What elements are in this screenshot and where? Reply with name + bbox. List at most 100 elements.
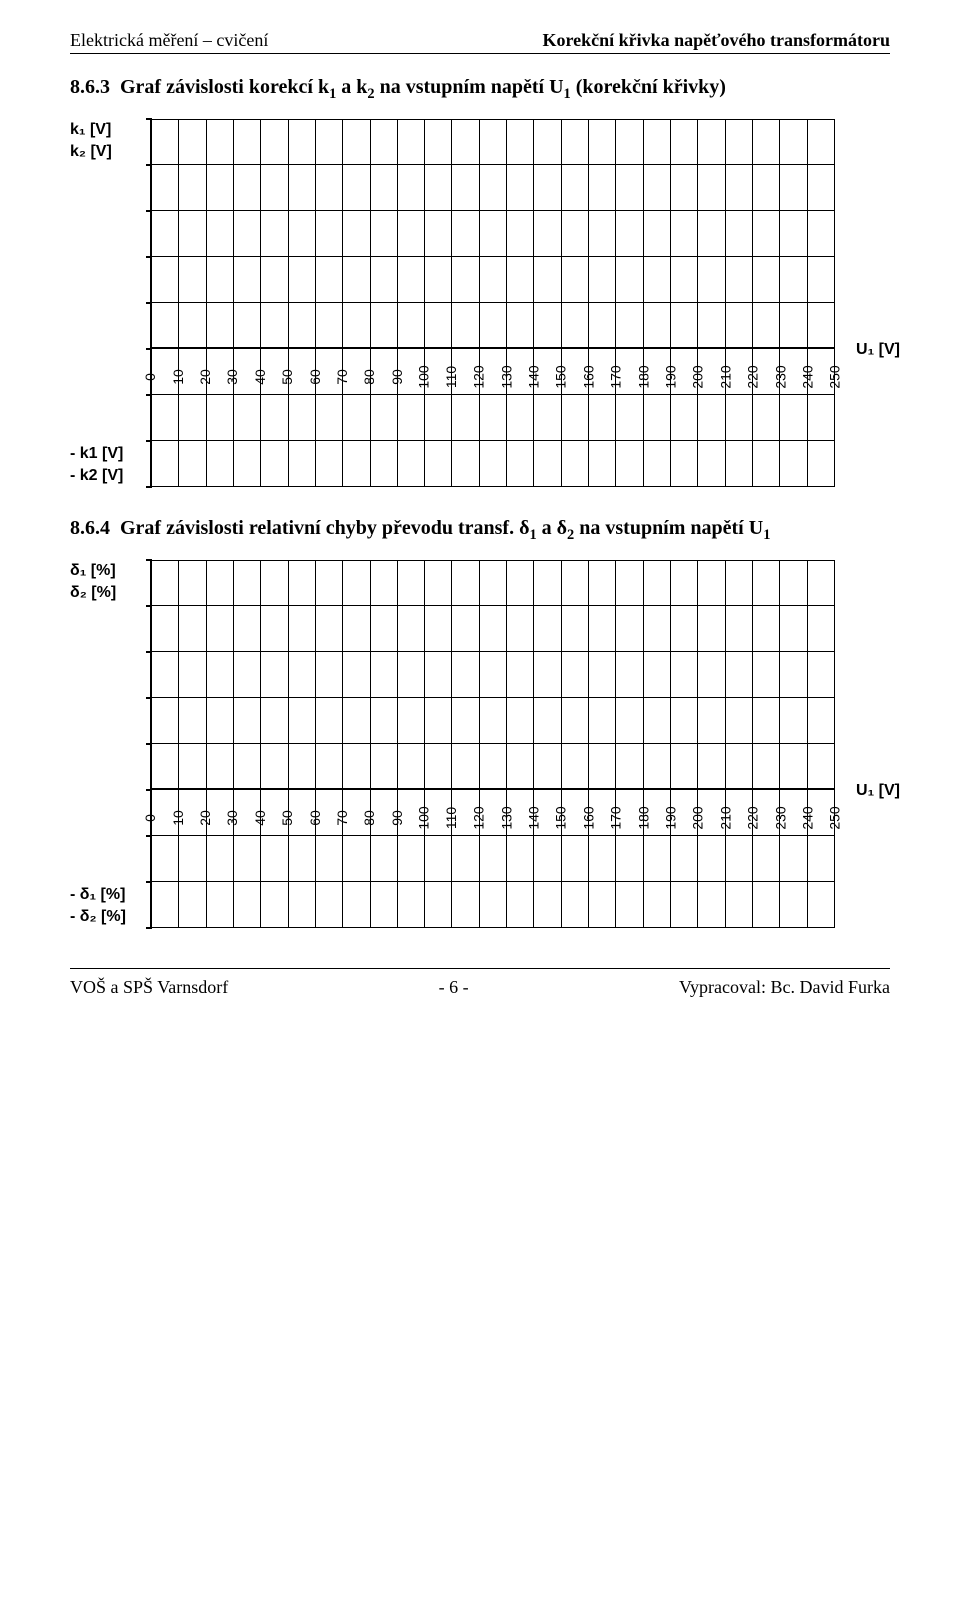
- t: Graf závislosti korekcí k: [120, 76, 329, 98]
- grid-col: [589, 560, 616, 928]
- x-tick-text: 170: [608, 365, 624, 388]
- grid-col: [452, 119, 479, 487]
- x-tick-text: 110: [443, 807, 459, 829]
- grid-col: [698, 560, 725, 928]
- x-tick-label: 20: [192, 349, 218, 365]
- x-tick-text: 30: [224, 369, 240, 385]
- y-tick: [146, 559, 152, 561]
- grid-col: [780, 560, 807, 928]
- x-tick-label: 50: [274, 790, 300, 806]
- x-tick-label: 140: [521, 790, 547, 806]
- x-tick-text: 120: [471, 365, 487, 388]
- t: a k: [336, 76, 367, 98]
- y-tick: [146, 118, 152, 120]
- t: 2: [367, 86, 374, 102]
- x-tick-text: 150: [553, 365, 569, 388]
- chart2-xticks: 0102030405060708090100110120130140150160…: [150, 790, 835, 862]
- footer-left: VOŠ a SPŠ Varnsdorf: [70, 977, 228, 998]
- x-tick-label: 240: [795, 349, 821, 365]
- x-tick-label: 140: [521, 349, 547, 365]
- x-tick-text: 100: [416, 365, 432, 388]
- grid-col: [207, 560, 234, 928]
- x-tick-label: 30: [219, 349, 245, 365]
- t: na vstupním napětí U: [375, 76, 564, 98]
- x-tick-label: 110: [438, 790, 464, 806]
- grid-col: [534, 119, 561, 487]
- grid-col: [179, 560, 206, 928]
- x-tick-text: 180: [635, 806, 651, 829]
- chart2-x-label: U₁ [V]: [856, 782, 900, 800]
- x-tick-label: 10: [164, 790, 190, 806]
- grid-col: [671, 560, 698, 928]
- label-text: U₁ [V]: [856, 782, 900, 799]
- grid-col: [234, 560, 261, 928]
- footer-center: - 6 -: [439, 977, 469, 998]
- grid-col: [371, 119, 398, 487]
- x-tick-text: 70: [334, 369, 350, 385]
- y-tick: [146, 302, 152, 304]
- x-tick-text: 40: [252, 810, 268, 826]
- chart-864: δ₁ [%] δ₂ [%] 01020304050607080901001101…: [70, 560, 890, 928]
- chart1-y-bottom-label: - k1 [V] - k2 [V]: [70, 443, 123, 486]
- grid-col: [698, 119, 725, 487]
- y-tick: [146, 605, 152, 607]
- x-tick-text: 150: [553, 806, 569, 829]
- x-tick-text: 160: [580, 806, 596, 829]
- x-tick-text: 200: [690, 365, 706, 388]
- x-tick-text: 60: [306, 810, 322, 826]
- x-tick-label: 190: [658, 790, 684, 806]
- x-tick-label: 90: [384, 349, 410, 365]
- x-tick-text: 50: [279, 810, 295, 826]
- x-tick-text: 160: [580, 365, 596, 388]
- grid-col: [616, 560, 643, 928]
- x-tick-text: 210: [717, 806, 733, 829]
- grid-cols: [152, 560, 835, 928]
- header-rule: [70, 53, 890, 54]
- x-tick-label: 10: [164, 349, 190, 365]
- x-tick-text: 190: [663, 806, 679, 829]
- x-tick-text: 110: [443, 366, 459, 388]
- grid-col: [289, 119, 316, 487]
- x-tick-text: 240: [800, 365, 816, 388]
- y-tick: [146, 743, 152, 745]
- chart2-y-bottom-label: - δ₁ [%] - δ₂ [%]: [70, 884, 126, 927]
- x-tick-label: 80: [356, 349, 382, 365]
- x-tick-text: 230: [772, 365, 788, 388]
- x-tick-label: 30: [219, 790, 245, 806]
- x-tick-label: 90: [384, 790, 410, 806]
- grid-col: [671, 119, 698, 487]
- t: 1: [763, 527, 770, 543]
- grid-col: [316, 560, 343, 928]
- header-right: Korekční křivka napěťového transformátor…: [542, 30, 890, 51]
- x-tick-text: 40: [252, 369, 268, 385]
- grid-col: [316, 119, 343, 487]
- x-tick-label: 220: [740, 349, 766, 365]
- grid-col: [234, 119, 261, 487]
- x-tick-text: 10: [169, 369, 185, 385]
- x-tick-text: 170: [608, 806, 624, 829]
- grid-col: [753, 119, 780, 487]
- grid-col: [289, 560, 316, 928]
- x-tick-label: 130: [493, 349, 519, 365]
- x-tick-label: 180: [630, 349, 656, 365]
- t: a δ: [537, 517, 567, 539]
- x-tick-label: 0: [137, 349, 163, 365]
- grid-col: [152, 560, 179, 928]
- grid-col: [179, 119, 206, 487]
- y-tick: [146, 881, 152, 883]
- x-tick-label: 230: [767, 790, 793, 806]
- footer-right: Vypracoval: Bc. David Furka: [679, 977, 890, 998]
- x-tick-text: 230: [772, 806, 788, 829]
- grid-col: [425, 119, 452, 487]
- grid-col: [207, 119, 234, 487]
- section-number: 8.6.4: [70, 517, 110, 539]
- x-tick-text: 90: [389, 810, 405, 826]
- grid-col: [425, 560, 452, 928]
- x-tick-text: 20: [197, 369, 213, 385]
- x-tick-label: 110: [438, 349, 464, 365]
- grid-col: [726, 119, 753, 487]
- x-tick-text: 200: [690, 806, 706, 829]
- x-tick-text: 220: [745, 806, 761, 829]
- section-number: 8.6.3: [70, 76, 110, 98]
- t: 1: [529, 527, 536, 543]
